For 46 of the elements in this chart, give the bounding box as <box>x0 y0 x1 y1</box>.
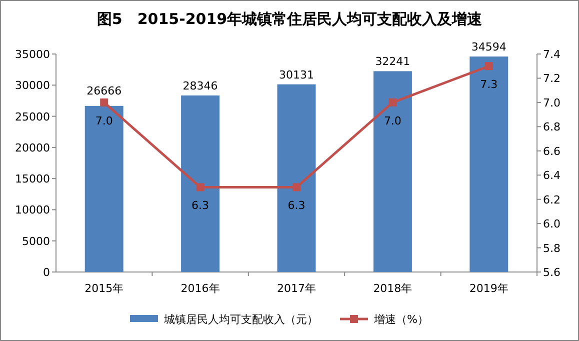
y-tick-label: 5000 <box>22 234 50 248</box>
point <box>484 62 493 70</box>
y-tick-label: 20000 <box>15 141 50 154</box>
point <box>388 98 397 106</box>
y-tick-label: 35000 <box>15 48 50 61</box>
data-label: 28346 <box>182 79 218 92</box>
y2-tick-label: 7.2 <box>543 72 560 86</box>
data-label: 7.0 <box>384 114 402 128</box>
y-tick-label: 15000 <box>15 172 50 186</box>
y-tick-label: 25000 <box>15 110 50 124</box>
x-tick-label: 2019年 <box>469 282 508 295</box>
chart-title: 图5 2015-2019年城镇常住居民人均可支配收入及增速 <box>96 10 484 28</box>
y2-tick-label: 6.6 <box>543 144 560 158</box>
x-tick-label: 2015年 <box>84 282 124 295</box>
y2-tick-label: 6.2 <box>543 193 560 206</box>
x-tick-label: 2017年 <box>277 282 316 295</box>
data-label: 26666 <box>86 84 122 98</box>
data-label: 32241 <box>375 55 410 68</box>
y2-tick-label: 7.4 <box>543 48 560 61</box>
data-label: 6.3 <box>288 199 306 212</box>
bar <box>277 84 316 272</box>
bar <box>470 56 508 272</box>
data-label: 6.3 <box>192 199 210 212</box>
bar <box>84 106 124 272</box>
y2-tick-label: 6.4 <box>543 169 560 182</box>
x-tick-label: 2018年 <box>373 282 412 295</box>
y-tick-label: 0 <box>43 266 50 279</box>
y-tick-label: 30000 <box>15 79 50 92</box>
data-label: 7.0 <box>95 114 113 128</box>
data-label: 7.3 <box>480 78 498 92</box>
y2-tick-label: 5.8 <box>543 242 560 255</box>
point <box>196 183 204 192</box>
y2-tick-label: 6.0 <box>543 218 560 231</box>
y2-tick-label: 6.8 <box>543 120 560 134</box>
legend-label: 增速（%） <box>373 313 428 326</box>
y2-tick-label: 7.0 <box>543 96 560 110</box>
data-label: 30131 <box>279 68 314 82</box>
bar <box>181 95 220 272</box>
bar <box>373 71 412 272</box>
point <box>292 183 300 192</box>
y-tick-label: 10000 <box>15 204 50 217</box>
point <box>100 98 108 106</box>
legend-label: 城镇居民人均可支配收入（元） <box>163 313 318 326</box>
y2-tick-label: 5.6 <box>543 266 560 279</box>
x-tick-label: 2016年 <box>180 282 220 295</box>
data-label: 34594 <box>471 40 506 54</box>
